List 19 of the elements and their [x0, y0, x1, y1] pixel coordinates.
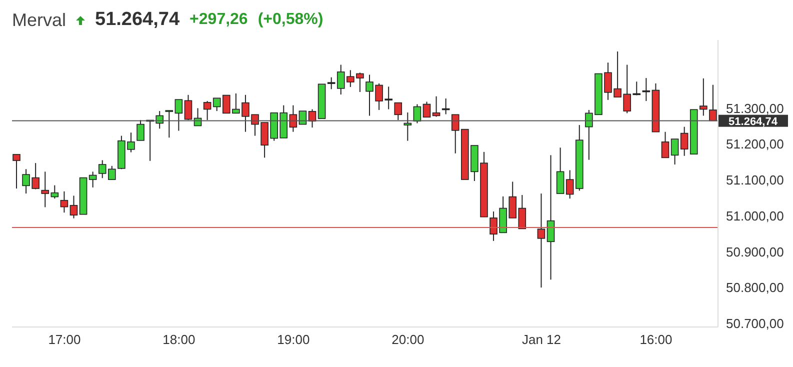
- y-tick-label: 51.300,00: [726, 100, 784, 116]
- chart-title: Merval: [12, 10, 66, 30]
- y-tick-label: 50.800,00: [726, 280, 784, 296]
- x-tick-label: Jan 12: [522, 332, 562, 348]
- text: +297,26: [190, 11, 248, 29]
- x-tick-label: 20:00: [392, 332, 424, 348]
- x-tick-label: 18:00: [162, 332, 196, 348]
- y-tick-label: 50.700,00: [726, 316, 784, 332]
- x-tick-label: 17:00: [48, 332, 81, 348]
- y-tick-label: 51.100,00: [726, 172, 784, 188]
- text: (+0,58%): [258, 11, 324, 29]
- text: 51.264,74: [95, 9, 180, 31]
- candlestick: [165, 110, 174, 138]
- x-tick-label: 16:00: [640, 332, 672, 348]
- ref-line-label: 51.264,74: [728, 116, 778, 128]
- y-tick-label: 50.900,00: [726, 244, 784, 260]
- y-tick-label: 51.200,00: [726, 136, 784, 152]
- x-tick-label: 19:00: [277, 332, 310, 348]
- y-tick-label: 51.000,00: [726, 208, 784, 224]
